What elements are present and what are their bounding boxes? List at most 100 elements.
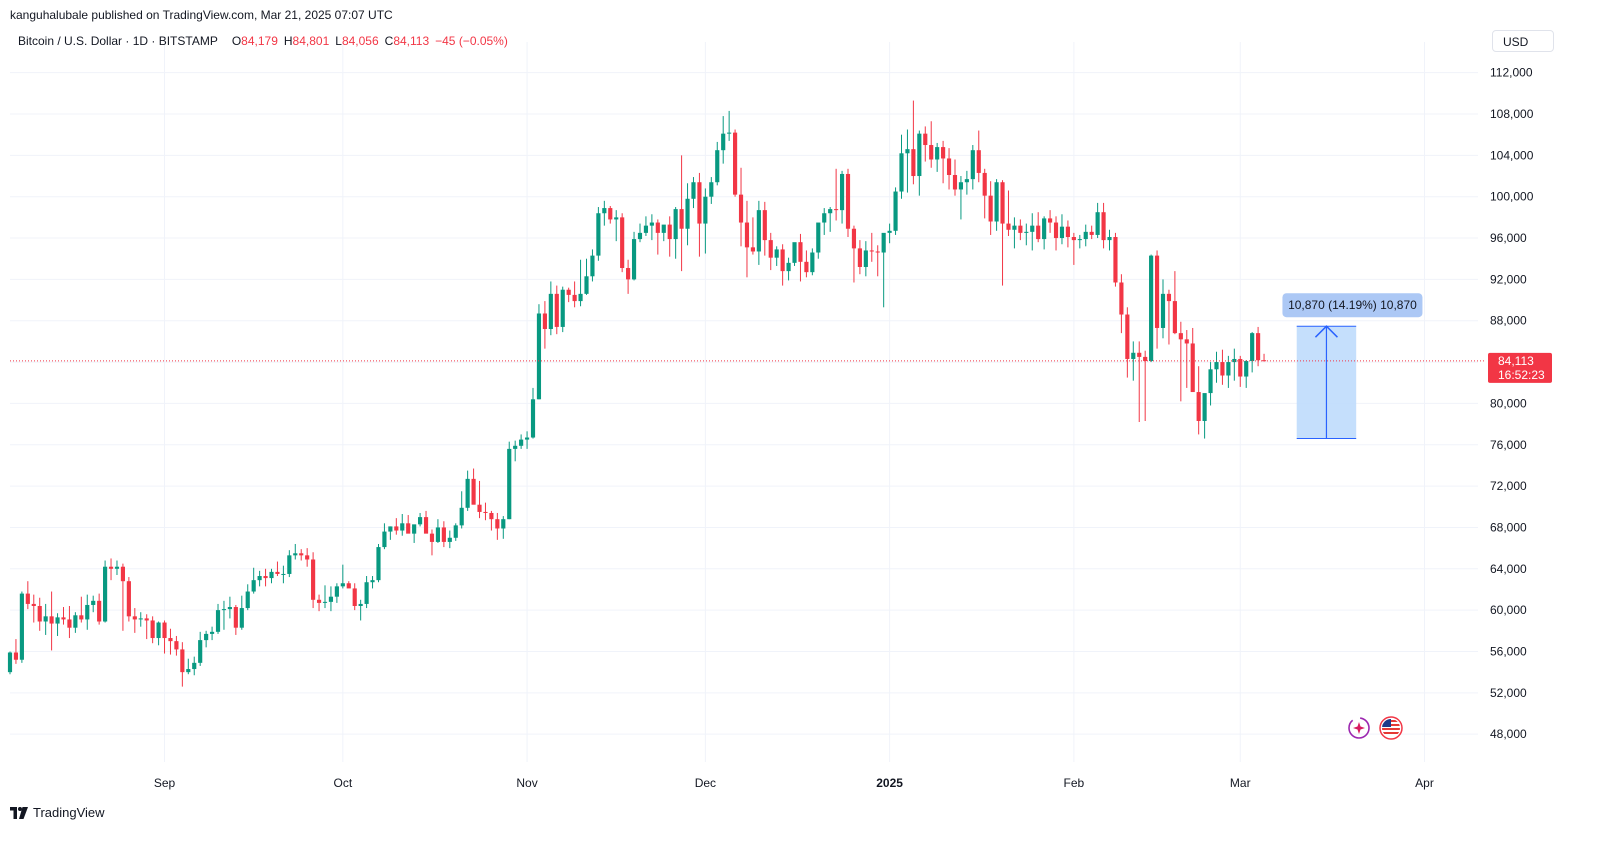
candle-body xyxy=(358,603,363,606)
y-tick-label: 96,000 xyxy=(1490,231,1527,245)
high-value: 84,801 xyxy=(292,34,330,48)
candle xyxy=(1113,232,1118,287)
candle-body xyxy=(334,586,339,597)
candlestick-series xyxy=(7,100,1267,687)
candle-body xyxy=(905,149,910,154)
candle-body xyxy=(851,228,857,249)
candle-body xyxy=(935,147,940,160)
candle-body xyxy=(834,209,839,211)
candle xyxy=(221,600,227,630)
candle-body xyxy=(1107,237,1112,241)
candle-body xyxy=(67,619,72,628)
candle xyxy=(744,200,750,278)
candle-body xyxy=(198,640,203,663)
candle xyxy=(418,512,423,527)
candle xyxy=(560,286,565,333)
candle xyxy=(935,142,940,172)
last-price-tag xyxy=(1488,352,1552,383)
candle xyxy=(55,613,60,636)
candle-body xyxy=(459,507,464,526)
candle xyxy=(138,612,143,627)
candle-body xyxy=(97,600,102,622)
price-axis[interactable]: 112,000 108,000 104,000 100,000 96,000 92,000… xyxy=(1490,66,1534,741)
candle-body xyxy=(55,617,60,624)
candle-body xyxy=(994,182,999,222)
y-tick-label: 92,000 xyxy=(1490,272,1527,286)
us-flag-icon[interactable] xyxy=(1379,716,1403,740)
candle-body xyxy=(590,255,595,277)
candle-body xyxy=(839,173,845,211)
candle-body xyxy=(608,208,613,220)
candle xyxy=(536,304,542,400)
candle-body xyxy=(857,248,862,267)
x-tick-label: Nov xyxy=(516,776,537,790)
candle-body xyxy=(382,531,387,548)
candle-body xyxy=(1250,333,1255,362)
y-tick-label: 76,000 xyxy=(1490,438,1527,452)
currency-button[interactable]: USD xyxy=(1492,30,1554,52)
candle-body xyxy=(774,249,779,258)
candle xyxy=(994,179,999,231)
candle-body xyxy=(340,583,345,587)
candle xyxy=(572,281,577,308)
candle xyxy=(834,168,839,221)
candle xyxy=(958,176,964,220)
candle xyxy=(1261,353,1267,362)
last-price-value: 84,113 xyxy=(1498,354,1534,368)
candle-body xyxy=(655,222,660,233)
candle xyxy=(804,250,809,278)
candle-body xyxy=(727,132,732,134)
candle xyxy=(691,177,696,209)
candle-body xyxy=(364,582,369,604)
candle xyxy=(941,140,946,184)
x-tick-label: Dec xyxy=(695,776,716,790)
candle xyxy=(786,257,791,281)
candle-body xyxy=(1048,218,1053,223)
candle xyxy=(340,564,345,589)
candle-body xyxy=(79,615,84,620)
candle xyxy=(1077,234,1082,249)
candle-body xyxy=(162,622,167,639)
candle-body xyxy=(620,217,625,269)
candle xyxy=(899,134,904,199)
x-tick-label: 2025 xyxy=(876,776,903,790)
candle xyxy=(7,651,13,675)
candle-body xyxy=(406,523,411,534)
candle-body xyxy=(893,191,898,231)
candle-body xyxy=(596,213,601,256)
candle xyxy=(114,560,120,575)
assistant-sparkle-icon[interactable] xyxy=(1347,716,1371,740)
grid-lines xyxy=(10,42,1478,762)
candle xyxy=(180,642,185,687)
close-value: 84,113 xyxy=(393,34,430,48)
candle-body xyxy=(1125,314,1130,359)
candle-body xyxy=(1030,225,1035,232)
candle-body xyxy=(447,537,452,542)
candle xyxy=(1202,393,1207,439)
candle xyxy=(441,521,446,548)
candle-body xyxy=(798,242,803,262)
candle-body xyxy=(352,588,357,606)
price-range-measure[interactable]: 10,870 (14.19%) 10,870 xyxy=(1282,293,1423,440)
candle-body xyxy=(471,478,476,505)
x-tick-label: Mar xyxy=(1230,776,1251,790)
candle xyxy=(923,126,928,162)
candle xyxy=(1119,274,1124,334)
candle-body xyxy=(281,573,286,575)
candle-body xyxy=(257,576,262,581)
candle xyxy=(168,628,173,655)
candle xyxy=(513,440,518,462)
candle-body xyxy=(566,289,571,295)
candle xyxy=(1095,202,1100,239)
candle xyxy=(49,591,54,651)
candle xyxy=(174,635,179,656)
candle-body xyxy=(7,652,13,673)
candle-body xyxy=(572,294,577,302)
open-label: O xyxy=(231,34,242,48)
candle xyxy=(596,207,601,261)
tradingview-brand[interactable]: TradingView xyxy=(10,805,105,820)
y-tick-label: 72,000 xyxy=(1490,479,1527,493)
time-axis[interactable]: Sep Oct Nov Dec 2025 Feb Mar Apr xyxy=(154,776,1434,790)
candle xyxy=(406,515,411,534)
